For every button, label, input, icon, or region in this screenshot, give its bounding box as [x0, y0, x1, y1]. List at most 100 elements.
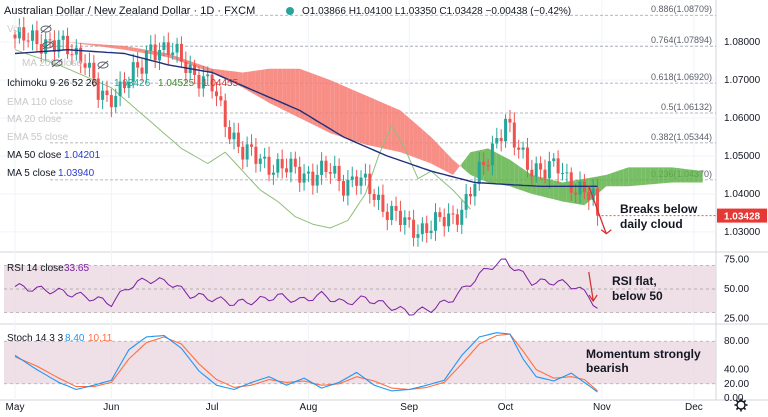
rsi-arrow-head — [588, 294, 598, 303]
cloud-segment-bullish — [514, 162, 519, 190]
candle-down — [596, 188, 600, 216]
candle-down — [26, 40, 30, 42]
last-price-badge — [717, 208, 767, 223]
stoch-d-value: 10.11 — [88, 333, 113, 344]
candle-up — [433, 212, 437, 231]
candle-up — [245, 144, 249, 160]
legend-ma5-value: 1.03940 — [58, 168, 95, 179]
price-tick-label: 1.08000 — [724, 37, 761, 48]
candle-down — [298, 166, 302, 183]
candle-up — [561, 173, 564, 175]
eye-icon-slash — [51, 58, 63, 68]
candle-up — [460, 209, 464, 225]
cloud-segment-bullish — [610, 171, 616, 187]
candle-down — [372, 194, 376, 200]
annotation-rsi-line1: RSI flat, — [612, 274, 657, 288]
cloud-segment-bullish — [654, 167, 659, 185]
candle-down — [241, 146, 245, 160]
candle-down — [574, 192, 578, 195]
cloud-segment-bearish — [172, 55, 178, 61]
candle-down — [412, 219, 416, 238]
rsi-value: 33.65 — [64, 263, 89, 274]
cloud-segment-bearish — [89, 43, 94, 46]
cloud-segment-bearish — [317, 75, 322, 129]
candle-down — [280, 159, 284, 169]
cloud-segment-bearish — [290, 68, 296, 116]
cloud-segment-bearish — [444, 150, 449, 173]
annotation-rsi-line2: below 50 — [612, 289, 663, 303]
cloud-segment-bullish — [496, 152, 502, 185]
cloud-segment-bearish — [264, 68, 270, 103]
cloud-segment-bullish — [636, 167, 642, 186]
cloud-segment-bearish — [435, 141, 440, 169]
cloud-segment-bearish — [382, 102, 388, 150]
time-tick-label: Sep — [400, 402, 418, 413]
legend-vol: Vol — [7, 24, 21, 35]
rsi-title: RSI 14 close — [7, 263, 64, 274]
cloud-segment-bearish — [374, 99, 379, 148]
cloud-segment-bearish — [334, 81, 340, 137]
fib-label: 0.382(1.05344) — [651, 132, 712, 142]
cloud-segment-bullish — [693, 170, 699, 183]
legend-ma5: MA 5 close — [7, 168, 56, 179]
candle-down — [499, 138, 503, 142]
price-tick-label: 1.06000 — [724, 113, 761, 124]
cloud-segment-bearish — [325, 78, 331, 134]
candle-up — [429, 230, 433, 234]
legend-ichimoku: Ichimoku 9 26 52 26 — [7, 78, 97, 89]
stoch-tick-label: 20.00 — [724, 379, 749, 390]
candle-down — [210, 74, 214, 92]
stoch-tick-label: 40.00 — [724, 365, 749, 376]
candle-up — [350, 176, 354, 180]
candle-up — [289, 158, 293, 173]
cloud-segment-bearish — [417, 125, 423, 161]
candle-up — [477, 161, 481, 184]
candle-down — [385, 211, 389, 220]
candle-up — [175, 43, 179, 53]
eye-hidden-icon — [51, 58, 63, 68]
candle-down — [13, 34, 17, 39]
chart-symbol-title: Australian Dollar / New Zealand Dollar ·… — [4, 5, 255, 17]
candle-up — [315, 174, 319, 186]
cloud-segment-bearish — [439, 146, 445, 171]
stoch-tick-label: 0.00 — [724, 393, 744, 404]
cloud-segment-bearish — [106, 44, 112, 48]
candle-up — [201, 76, 205, 89]
stoch-band — [4, 341, 716, 384]
cloud-segment-bullish — [531, 174, 537, 195]
annotation-cloud-line1: Breaks below — [620, 202, 698, 216]
cloud-segment-bearish — [422, 129, 427, 162]
cloud-segment-bullish — [619, 168, 624, 187]
candle-up — [271, 172, 275, 175]
candle-down — [368, 173, 372, 195]
cloud-segment-bearish — [361, 93, 366, 145]
cloud-segment-bearish — [207, 67, 213, 73]
candle-up — [547, 161, 551, 179]
stoch-title: Stoch 14 3 3 — [7, 333, 64, 344]
cloud-segment-bearish — [431, 136, 436, 166]
cloud-segment-bearish — [286, 68, 291, 114]
legend-ichimoku-value-b: 1.04525 — [158, 78, 195, 89]
candle-down — [482, 161, 486, 166]
candle-down — [525, 147, 529, 170]
rsi-tick-label: 50.00 — [724, 284, 749, 295]
cloud-segment-bearish — [255, 69, 261, 98]
candle-down — [92, 62, 96, 79]
rsi-tick-label: 75.00 — [724, 255, 749, 266]
cloud-segment-bearish — [448, 155, 453, 175]
cloud-segment-bullish — [518, 165, 524, 191]
candle-down — [236, 132, 240, 147]
candle-down — [39, 44, 43, 54]
cloud-segment-bullish — [680, 168, 686, 183]
candle-up — [232, 132, 236, 140]
candle-down — [381, 194, 385, 212]
cloud-segment-bearish — [409, 118, 414, 158]
cloud-segment-bullish — [549, 179, 554, 200]
candle-down — [486, 165, 490, 167]
cloud-segment-bearish — [102, 44, 107, 48]
candle-up — [447, 213, 451, 227]
fib-label: 0.764(1.07894) — [651, 35, 712, 45]
rsi-tick-label: 25.00 — [724, 313, 749, 324]
cloud-segment-bullish — [698, 170, 703, 183]
